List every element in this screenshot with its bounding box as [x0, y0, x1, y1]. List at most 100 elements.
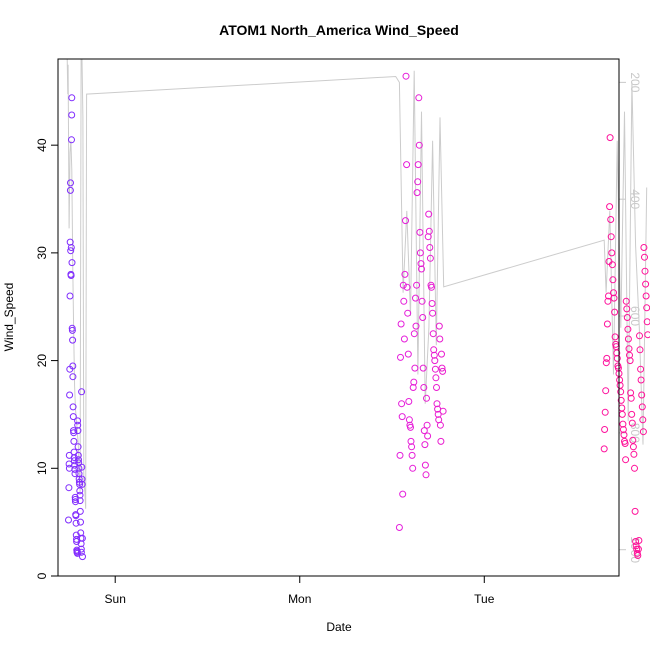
- data-point: [404, 309, 412, 317]
- data-point: [408, 443, 416, 451]
- data-point: [601, 408, 609, 416]
- data-point: [70, 454, 78, 461]
- data-point: [613, 354, 621, 362]
- data-point: [610, 289, 617, 297]
- data-point: [79, 553, 86, 561]
- data-point: [76, 491, 84, 499]
- data-point: [626, 357, 634, 365]
- data-point: [431, 365, 439, 373]
- data-point: [429, 309, 437, 317]
- data-point: [402, 72, 410, 80]
- data-point: [67, 247, 75, 255]
- data-point: [624, 335, 632, 343]
- data-point: [66, 186, 74, 194]
- data-points: [65, 72, 650, 561]
- data-point: [413, 189, 421, 197]
- data-point: [613, 349, 621, 357]
- data-point: [637, 376, 645, 384]
- data-point: [414, 161, 422, 169]
- data-point: [78, 463, 86, 471]
- left-axis: 0 10 20 30 40: [35, 138, 58, 579]
- data-point: [606, 203, 614, 211]
- data-point: [638, 391, 646, 399]
- data-point: [631, 507, 639, 515]
- data-point: [641, 267, 649, 275]
- data-point: [78, 388, 86, 396]
- data-point: [416, 228, 424, 236]
- data-point: [419, 364, 427, 372]
- data-point: [603, 320, 611, 328]
- data-point: [405, 398, 413, 405]
- data-point: [643, 318, 650, 326]
- data-point: [414, 178, 422, 186]
- data-point: [620, 431, 628, 439]
- data-point: [74, 427, 82, 435]
- data-point: [76, 497, 84, 505]
- y-tick-label-4: 40: [35, 138, 49, 152]
- data-point: [76, 487, 84, 495]
- data-point: [403, 283, 411, 291]
- data-point: [616, 376, 624, 384]
- y-tick-label-1: 10: [35, 461, 49, 475]
- data-point: [409, 464, 417, 472]
- data-point: [609, 276, 617, 284]
- data-point: [415, 141, 423, 149]
- data-point: [68, 136, 75, 144]
- data-point: [407, 423, 414, 431]
- data-point: [629, 443, 637, 451]
- data-point: [602, 359, 610, 367]
- data-point: [415, 94, 423, 102]
- data-point: [608, 249, 616, 257]
- data-point: [70, 427, 77, 435]
- data-point: [640, 244, 648, 251]
- y-tick-label-0: 0: [35, 572, 49, 579]
- data-point: [428, 283, 435, 291]
- data-point: [400, 335, 408, 343]
- data-point: [432, 374, 440, 382]
- data-point: [77, 548, 85, 556]
- data-point: [67, 244, 75, 251]
- data-point: [72, 519, 80, 527]
- data-point: [412, 322, 420, 330]
- data-point: [396, 451, 404, 459]
- data-point: [624, 325, 632, 333]
- data-point: [75, 470, 83, 478]
- data-point: [70, 429, 78, 437]
- data-point: [74, 417, 82, 425]
- data-point: [409, 384, 417, 391]
- data-point: [433, 384, 440, 391]
- x-axis-label: Date: [326, 620, 352, 634]
- data-point: [623, 305, 631, 313]
- data-point: [601, 426, 609, 433]
- data-point: [436, 421, 444, 429]
- data-point: [435, 322, 443, 330]
- data-point: [69, 336, 77, 344]
- data-point: [617, 388, 625, 396]
- data-point: [72, 512, 80, 520]
- data-point: [614, 364, 622, 372]
- data-point: [637, 365, 645, 373]
- data-point: [69, 403, 77, 411]
- data-point: [626, 351, 633, 359]
- data-point: [630, 450, 638, 458]
- data-point: [77, 518, 84, 526]
- data-point: [411, 364, 419, 372]
- data-point: [413, 281, 421, 289]
- data-point: [606, 134, 614, 142]
- data-point: [416, 249, 424, 257]
- data-point: [618, 404, 626, 412]
- data-point: [78, 534, 86, 542]
- data-point: [73, 547, 81, 555]
- data-point: [410, 378, 418, 386]
- bottom-axis: Sun Mon Tue: [105, 576, 495, 606]
- data-point: [627, 394, 635, 402]
- data-point: [608, 261, 616, 269]
- data-point: [604, 297, 612, 305]
- data-point: [403, 161, 411, 169]
- chart-title: ATOM1 North_America Wind_Speed: [219, 22, 459, 38]
- data-point: [437, 437, 445, 445]
- y-tick-label-2: 20: [35, 354, 49, 368]
- data-point: [77, 545, 85, 553]
- data-point: [73, 549, 81, 557]
